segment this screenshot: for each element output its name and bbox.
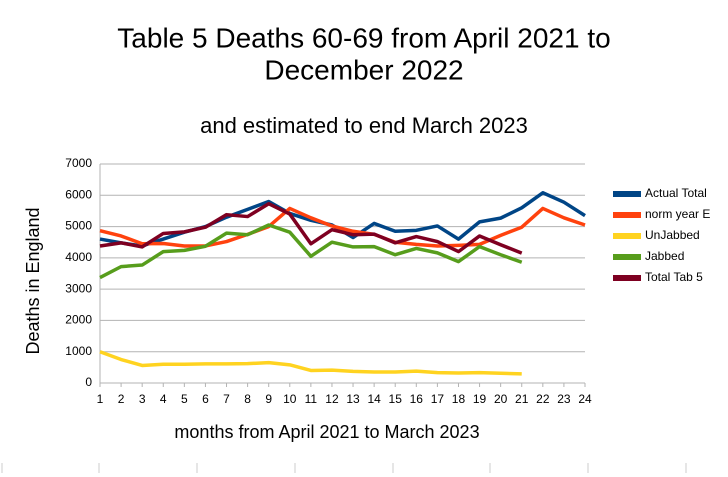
chart-subtitle: and estimated to end March 2023 [200, 113, 528, 138]
y-tick-label: 6000 [65, 187, 92, 201]
legend-swatch [613, 233, 641, 239]
chart-title: Table 5 Deaths 60-69 from April 2021 to [117, 22, 610, 53]
bottom-marks [1, 463, 687, 473]
x-tick-label: 3 [139, 392, 146, 406]
series-line [99, 350, 522, 376]
y-tick-label: 3000 [65, 281, 92, 295]
x-tick-label: 4 [160, 392, 167, 406]
legend-label: norm year E [645, 207, 710, 221]
series-line [99, 201, 523, 255]
x-tick-label: 5 [181, 392, 188, 406]
x-tick-label: 8 [244, 392, 251, 406]
chart-title: December 2022 [264, 54, 463, 85]
legend-swatch [613, 191, 641, 197]
x-tick-label: 13 [346, 392, 360, 406]
x-tick-label: 2 [118, 392, 125, 406]
legend-swatch [613, 275, 641, 281]
x-tick-label: 6 [202, 392, 209, 406]
x-tick-label: 22 [536, 392, 550, 406]
x-tick-label: 18 [452, 392, 466, 406]
series-line [99, 223, 523, 280]
x-tick-label: 24 [578, 392, 592, 406]
x-axis-label: months from April 2021 to March 2023 [174, 422, 479, 442]
y-tick-label: 4000 [65, 250, 92, 264]
series-line [99, 191, 586, 248]
legend-swatch [613, 212, 641, 218]
x-tick-label: 16 [410, 392, 424, 406]
x-tick-label: 17 [431, 392, 445, 406]
x-tick-label: 12 [325, 392, 339, 406]
x-tick-label: 20 [494, 392, 508, 406]
y-tick-label: 1000 [65, 344, 92, 358]
legend-swatch [613, 254, 641, 260]
x-tick-label: 11 [305, 392, 318, 406]
legend-label: Total Tab 5 [645, 270, 703, 284]
x-tick-label: 7 [223, 392, 230, 406]
y-tick-label: 5000 [65, 219, 92, 233]
y-tick-label: 7000 [65, 156, 92, 170]
x-tick-label: 19 [473, 392, 487, 406]
y-tick-label: 0 [85, 375, 92, 389]
x-tick-label: 9 [265, 392, 272, 406]
legend-label: Actual Total [645, 186, 707, 200]
x-tick-label: 14 [367, 392, 381, 406]
series-line [99, 206, 586, 248]
y-tick-label: 2000 [65, 313, 92, 327]
legend-label: Jabbed [645, 249, 684, 263]
y-axis-label: Deaths in England [23, 207, 43, 354]
x-tick-label: 23 [557, 392, 571, 406]
legend-label: UnJabbed [645, 228, 700, 242]
x-tick-label: 1 [97, 392, 104, 406]
x-tick-label: 15 [389, 392, 403, 406]
x-tick-label: 21 [515, 392, 529, 406]
x-tick-label: 10 [283, 392, 297, 406]
